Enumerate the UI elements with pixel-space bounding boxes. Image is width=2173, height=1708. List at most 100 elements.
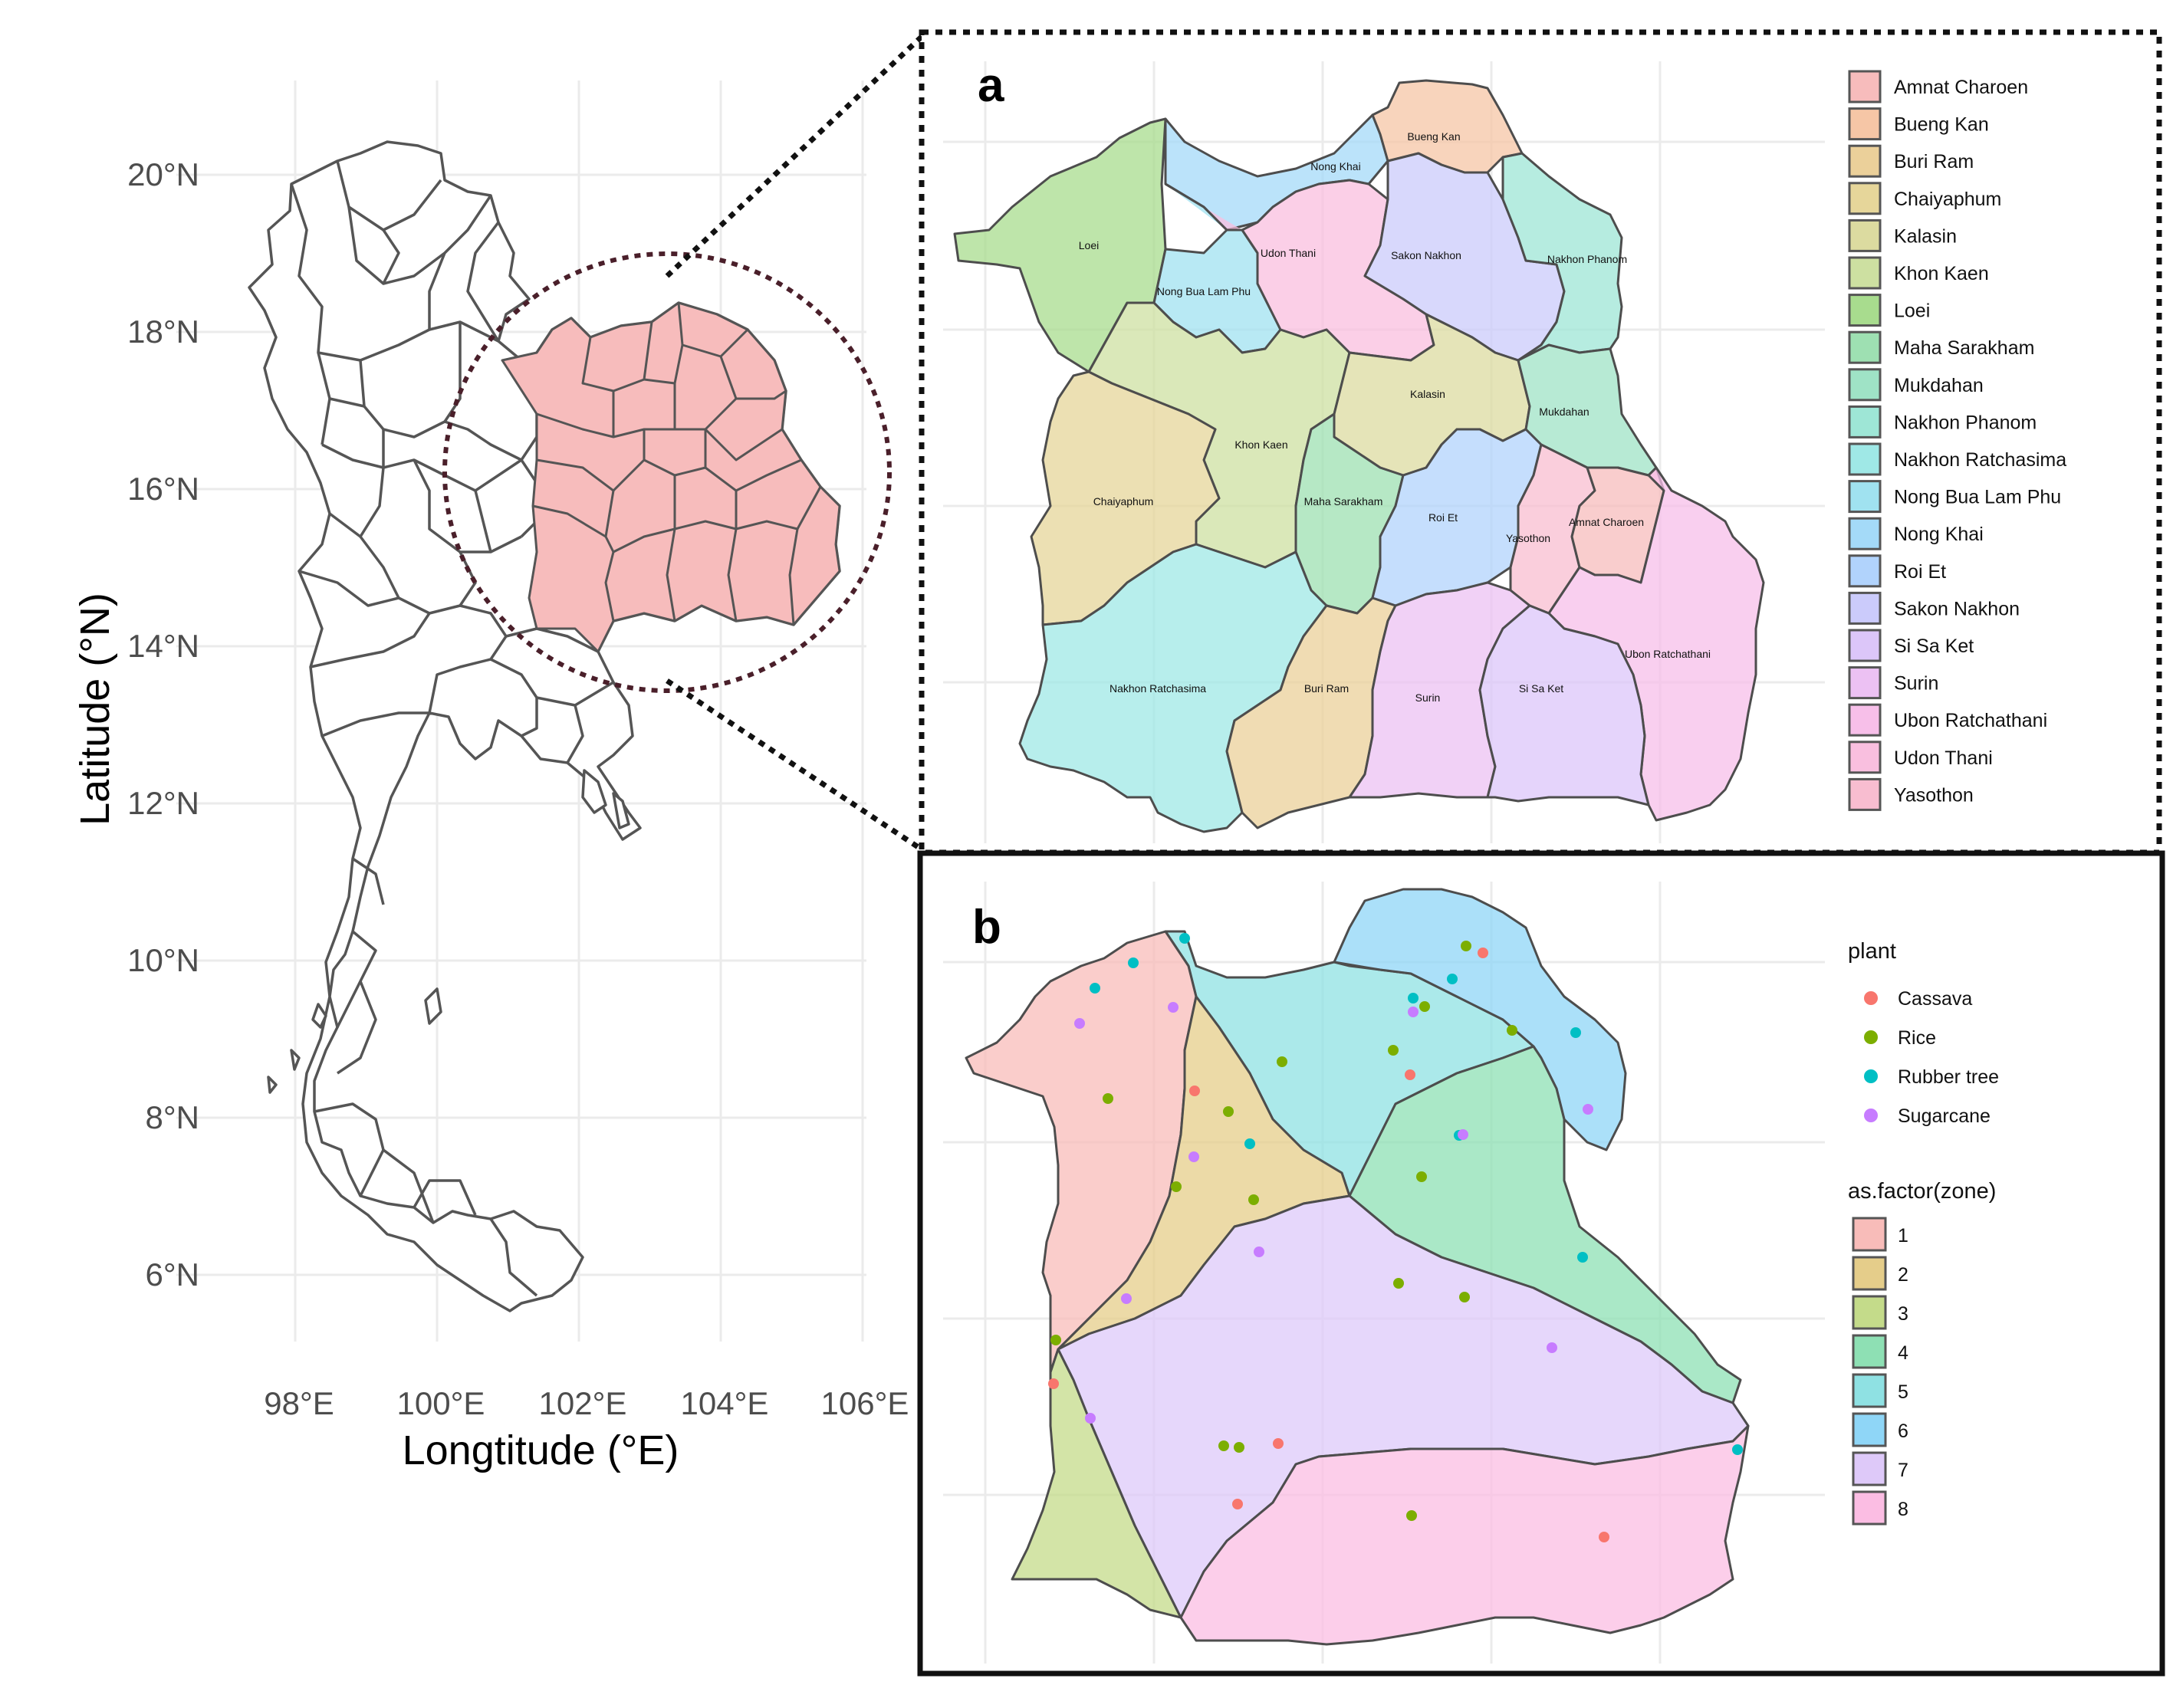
plant-legend-title: plant (1848, 939, 1896, 964)
legend-label: Rubber tree (1898, 1066, 1999, 1088)
lat-tick: 12°N (127, 785, 199, 821)
rice-point (1218, 1440, 1229, 1451)
cassava-point (1189, 1086, 1200, 1096)
legend-label: Nong Khai (1894, 524, 1984, 545)
legend-item-province: Mukdahan (1848, 368, 1984, 402)
legend-label: Sugarcane (1898, 1105, 1991, 1127)
lat-tick: 18°N (127, 314, 199, 350)
legend-swatch (1848, 182, 1882, 215)
legend-item-zone: 6 (1852, 1412, 1908, 1447)
sugarcane-point (1254, 1247, 1264, 1257)
rice-point (1223, 1106, 1234, 1117)
legend-swatch (1848, 741, 1882, 774)
label-sakon-nakhon: Sakon Nakhon (1391, 249, 1461, 261)
rubber-tree-point (1090, 983, 1100, 994)
legend-label: Si Sa Ket (1894, 636, 1974, 657)
label-amnat-charoen: Amnat Charoen (1569, 516, 1644, 528)
rubber-tree-point (1570, 1027, 1581, 1038)
lon-tick: 102°E (539, 1385, 627, 1421)
rice-point (1234, 1442, 1244, 1453)
lon-tick: 98°E (264, 1385, 334, 1421)
sugarcane-point (1085, 1413, 1096, 1424)
panel-b-letter: b (972, 901, 1001, 954)
legend-label: Sakon Nakhon (1894, 598, 2020, 619)
lat-tick: 8°N (146, 1099, 200, 1135)
zone-8 (1179, 1424, 1750, 1646)
legend-label: Nakhon Ratchasima (1894, 449, 2066, 471)
sugarcane-point (1458, 1129, 1468, 1140)
lat-tick: 16°N (127, 471, 199, 507)
label-surin: Surin (1415, 691, 1441, 704)
legend-swatch (1848, 666, 1882, 700)
latitude-tick-labels: 20°N 18°N 16°N 14°N 12°N 10°N 8°N 6°N (127, 156, 199, 1292)
legend-swatch (1848, 330, 1882, 364)
legend-label: Yasothon (1894, 784, 1974, 806)
rice-point (1406, 1510, 1417, 1521)
zoom-line-top (665, 32, 926, 278)
legend-item-zone: 5 (1852, 1373, 1908, 1408)
legend-item-plant: Rice (1864, 1027, 1936, 1049)
legend-label: Buri Ram (1894, 151, 1974, 172)
legend-label: Bueng Kan (1894, 114, 1989, 136)
legend-label: Udon Thani (1894, 747, 1993, 769)
rubber-tree-point (1447, 974, 1458, 984)
legend-item-zone: 7 (1852, 1451, 1908, 1486)
legend-label: 6 (1898, 1421, 1908, 1442)
legend-label: Chaiyaphum (1894, 189, 2001, 210)
sugarcane-point (1188, 1151, 1199, 1162)
legend-swatch (1848, 629, 1882, 662)
label-nakhon-phanom: Nakhon Phanom (1547, 253, 1627, 265)
legend-label: Amnat Charoen (1894, 77, 2028, 98)
panel-b-plant-points (1048, 933, 1743, 1542)
y-axis-title: Latitude (°N) (72, 593, 118, 826)
legend-item-zone: 4 (1852, 1334, 1908, 1369)
legend-item-zone: 1 (1852, 1217, 1908, 1252)
lat-tick: 20°N (127, 156, 199, 192)
legend-item-province: Maha Sarakham (1848, 330, 2034, 364)
rice-point (1050, 1335, 1061, 1345)
legend-item-zone: 2 (1852, 1256, 1908, 1291)
highlight-ring (442, 251, 892, 693)
thailand-outline (248, 140, 841, 1312)
lat-tick: 6°N (146, 1256, 200, 1292)
legend-swatch (1852, 1256, 1887, 1291)
legend-swatch (1848, 480, 1882, 514)
legend-label: 1 (1898, 1225, 1908, 1247)
panel-a: Loei Nong Khai Bueng Kan Udon Thani Sako… (919, 29, 2162, 856)
label-loei: Loei (1079, 239, 1099, 251)
lon-tick: 106°E (821, 1385, 909, 1421)
legend-item-plant: Cassava (1864, 988, 1972, 1010)
panel-a-province-labels: Loei Nong Khai Bueng Kan Udon Thani Sako… (1079, 130, 1711, 704)
rice-point (1388, 1045, 1399, 1056)
cassava-point (1478, 948, 1488, 958)
legend-swatch (1852, 1490, 1887, 1526)
legend-label: 3 (1898, 1303, 1908, 1325)
label-maha-sarakham: Maha Sarakham (1304, 495, 1383, 507)
legend-item-province: Udon Thani (1848, 741, 1993, 774)
panel-a-letter: a (978, 59, 1004, 112)
legend-swatch (1848, 517, 1882, 550)
legend-item-province: Surin (1848, 666, 1938, 700)
lon-tick: 104°E (681, 1385, 769, 1421)
legend-item-zone: 8 (1852, 1490, 1908, 1526)
rubber-tree-point (1128, 957, 1139, 968)
rice-point (1461, 941, 1471, 951)
legend-label: Roi Et (1894, 561, 1946, 583)
sugarcane-point (1121, 1293, 1132, 1304)
legend-swatch (1848, 368, 1882, 402)
legend-swatch (1848, 591, 1882, 625)
legend-item-province: Kalasin (1848, 218, 1957, 252)
legend-item-province: Nong Bua Lam Phu (1848, 480, 2061, 514)
legend-item-zone: 3 (1852, 1295, 1908, 1330)
legend-swatch (1852, 1334, 1887, 1369)
x-axis-title: Longtitude (°E) (403, 1427, 679, 1473)
legend-label: Khon Kaen (1894, 263, 1989, 284)
label-nong-bua-lam-phu: Nong Bua Lam Phu (1157, 285, 1251, 297)
legend-item-plant: Sugarcane (1864, 1105, 1991, 1127)
overview-gridlines (176, 80, 866, 1342)
legend-item-province: Chaiyaphum (1848, 182, 2001, 215)
panel-a-provinces (953, 79, 1765, 833)
legend-item-province: Khon Kaen (1848, 256, 1989, 290)
panel-b-plant-legend: plant Cassava Rice Rubber tree Sugarcane (1848, 939, 1999, 1127)
